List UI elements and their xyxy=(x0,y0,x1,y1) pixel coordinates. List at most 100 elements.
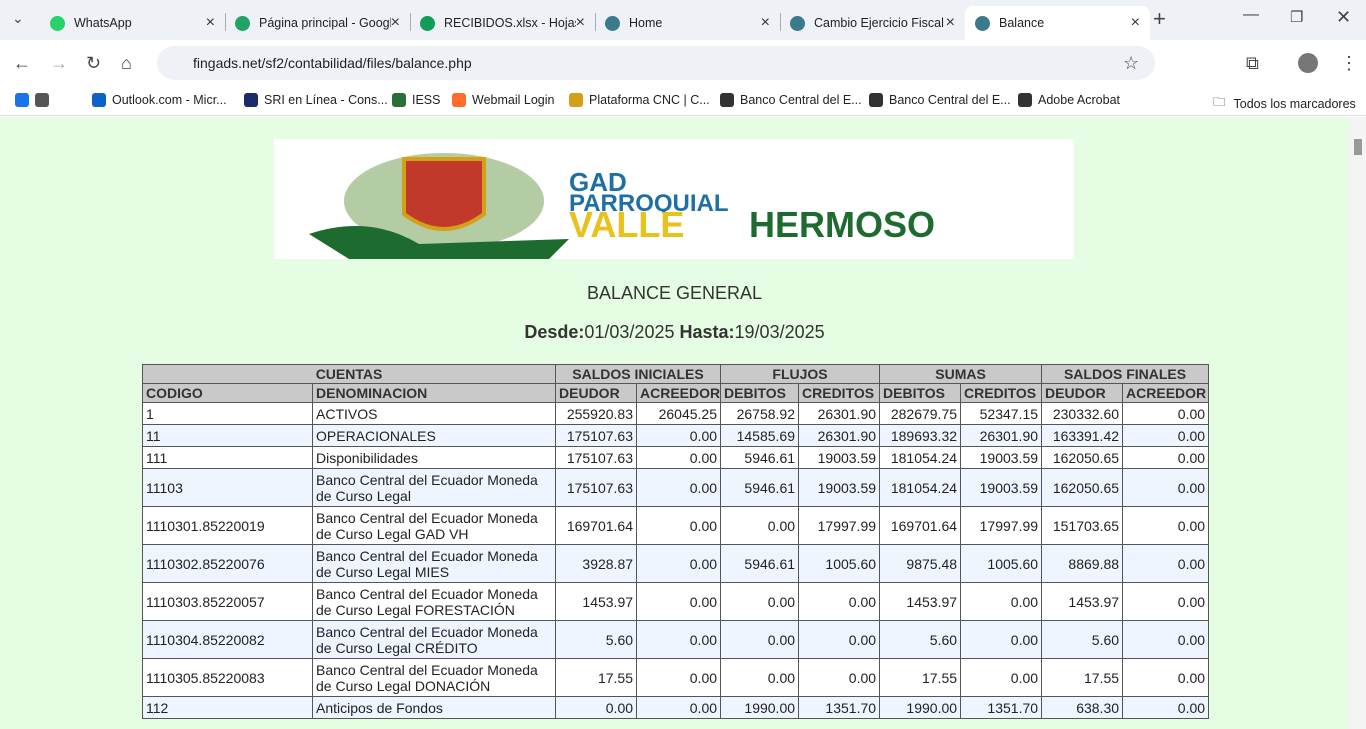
bookmark[interactable]: Plataforma CNC | C... xyxy=(569,93,710,107)
profile[interactable] xyxy=(1298,53,1318,73)
column-header-row: CODIGO DENOMINACION DEUDOR ACREEDOR DEBITOS C… xyxy=(142,383,1210,403)
bookmark[interactable]: Adobe Acrobat xyxy=(1018,93,1120,107)
tab[interactable]: Balance × xyxy=(965,6,1150,40)
account-name: ACTIVOS xyxy=(311,402,557,425)
tab-close[interactable]: × xyxy=(205,14,215,31)
amount: 0.00 xyxy=(1122,402,1210,425)
scrollbar[interactable] xyxy=(1349,117,1366,729)
amount: 181054.24 xyxy=(879,446,962,469)
tab-icon xyxy=(420,15,435,31)
amount: 151703.65 xyxy=(1041,506,1124,545)
amount: 0.00 xyxy=(960,658,1043,697)
bookmark[interactable]: Banco Central del E... xyxy=(869,93,1011,107)
tab-separator xyxy=(225,13,226,31)
tab-title: Home xyxy=(629,16,663,30)
tab-close[interactable]: × xyxy=(760,14,770,31)
group-header: SALDOS INICIALES xyxy=(555,364,722,384)
from-label: Desde: xyxy=(524,322,585,342)
tab-strip: ⌄ + — ❐ ✕ WhatsApp × Página principal - Go… xyxy=(0,0,1366,40)
tab-close[interactable]: × xyxy=(945,14,955,31)
extensions[interactable]: ⧉ xyxy=(1246,53,1259,73)
page-content: GAD PARROQUIAL VALLE HERMOSO BALANCE GEN… xyxy=(0,117,1349,729)
amount: 0.00 xyxy=(636,696,722,719)
account-code: 1110302.85220076 xyxy=(142,544,313,583)
scroll-thumb[interactable] xyxy=(1354,139,1362,155)
home[interactable]: ⌂ xyxy=(121,53,132,73)
account-name: Anticipos de Fondos xyxy=(311,696,557,719)
account-code: 11103 xyxy=(142,468,313,507)
amount: 255920.83 xyxy=(555,402,638,425)
amount: 1005.60 xyxy=(960,544,1043,583)
amount: 230332.60 xyxy=(1041,402,1124,425)
amount: 175107.63 xyxy=(555,424,638,447)
table-row: 1110305.85220083 Banco Central del Ecuado… xyxy=(142,658,1210,697)
table-row: 1110304.85220082 Banco Central del Ecuado… xyxy=(142,620,1210,659)
reload[interactable]: ↻ xyxy=(86,53,102,73)
all-bookmarks[interactable]: 🗀 Todos los marcadores xyxy=(1213,95,1356,111)
amount: 17997.99 xyxy=(960,506,1043,545)
bookmark-star[interactable]: ☆ xyxy=(1123,53,1140,73)
amount: 0.00 xyxy=(720,620,800,659)
table-row: 111 Disponibilidades 175107.63 0.00 5946.61 1… xyxy=(142,446,1210,469)
amount: 282679.75 xyxy=(879,402,962,425)
bookmark[interactable]: Outlook.com - Micr... xyxy=(92,93,227,107)
apps[interactable] xyxy=(15,93,55,107)
tab[interactable]: RECIBIDOS.xlsx - Hojas de cálculo× xyxy=(410,6,595,40)
amount: 175107.63 xyxy=(555,446,638,469)
amount: 1005.60 xyxy=(798,544,881,583)
close-window[interactable]: ✕ xyxy=(1336,7,1352,27)
amount: 189693.32 xyxy=(879,424,962,447)
logo-hermoso: HERMOSO xyxy=(749,204,935,245)
bookmark[interactable]: SRI en Línea - Cons... xyxy=(244,93,388,107)
menu[interactable]: ⋮ xyxy=(1340,53,1358,73)
tab-icon xyxy=(605,15,620,31)
tab-title: WhatsApp xyxy=(74,16,132,30)
tab[interactable]: Cambio Ejercicio Fiscal × xyxy=(780,6,965,40)
tab-close[interactable]: × xyxy=(1130,14,1140,31)
account-code: 1 xyxy=(142,402,313,425)
amount: 169701.64 xyxy=(879,506,962,545)
tab-title: Cambio Ejercicio Fiscal xyxy=(814,16,944,30)
report-title: BALANCE GENERAL xyxy=(586,283,763,303)
tab[interactable]: Home × xyxy=(595,6,780,40)
amount: 5.60 xyxy=(555,620,638,659)
table-row: 11 OPERACIONALES 175107.63 0.00 14585.69 2630… xyxy=(142,424,1210,447)
bookmark[interactable]: Webmail Login xyxy=(452,93,554,107)
address-bar[interactable]: fingads.net/sf2/contabilidad/files/balan… xyxy=(157,46,1155,80)
account-code: 1110305.85220083 xyxy=(142,658,313,697)
forward[interactable]: → xyxy=(50,53,68,73)
new-tab[interactable]: + xyxy=(1153,6,1166,31)
amount: 52347.15 xyxy=(960,402,1043,425)
bookmark-title: SRI en Línea - Cons... xyxy=(264,93,388,107)
amount: 0.00 xyxy=(960,582,1043,621)
bookmark-icon xyxy=(720,93,734,107)
tab-separator xyxy=(780,13,781,31)
bookmark[interactable]: IESS xyxy=(392,93,441,107)
minimize[interactable]: — xyxy=(1243,6,1259,23)
restore[interactable]: ❐ xyxy=(1290,9,1304,26)
amount: 26301.90 xyxy=(960,424,1043,447)
tab[interactable]: WhatsApp × xyxy=(40,6,225,40)
column-header: CREDITOS xyxy=(960,383,1043,403)
tab-close[interactable]: × xyxy=(575,14,585,31)
back[interactable]: ← xyxy=(13,53,31,73)
amount: 181054.24 xyxy=(879,468,962,507)
bookmark[interactable]: Banco Central del E... xyxy=(720,93,862,107)
amount: 0.00 xyxy=(636,506,722,545)
amount: 0.00 xyxy=(1122,544,1210,583)
amount: 17.55 xyxy=(1041,658,1124,697)
tab-icon xyxy=(790,15,805,31)
balance-table: CUENTAS SALDOS INICIALES FLUJOS SUMAS SALDOS… xyxy=(141,364,1210,719)
table-row: 11103 Banco Central del Ecuador Moneda de… xyxy=(142,468,1210,507)
bookmark-title: Plataforma CNC | C... xyxy=(589,93,710,107)
tab[interactable]: Página principal - Google Drive× xyxy=(225,6,410,40)
amount: 0.00 xyxy=(1122,468,1210,507)
tab-close[interactable]: × xyxy=(390,14,400,31)
amount: 169701.64 xyxy=(555,506,638,545)
column-header: DEUDOR xyxy=(555,383,638,403)
tab-search[interactable]: ⌄ xyxy=(12,10,24,26)
amount: 1351.70 xyxy=(798,696,881,719)
to-date: 19/03/2025 xyxy=(734,322,825,342)
amount: 19003.59 xyxy=(960,446,1043,469)
bookmark-icon xyxy=(92,93,106,107)
